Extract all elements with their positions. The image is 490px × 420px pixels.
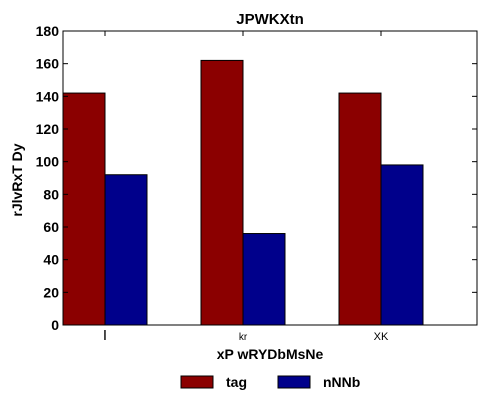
bars-layer	[62, 59, 424, 326]
y-tick-label: 20	[43, 284, 59, 300]
chart-title: JPWKXtn	[236, 11, 304, 28]
y-axis-title: rJlvRxT Dy	[9, 143, 25, 216]
legend-swatch-tag	[180, 375, 214, 389]
bar-nNNb-I	[104, 174, 148, 326]
bar-nNNb-XK	[380, 164, 424, 326]
y-tick-label: 100	[36, 154, 60, 170]
bar-tag-I	[62, 92, 106, 326]
legend: tag nNNb	[180, 374, 360, 390]
y-tick-label: 180	[36, 23, 60, 39]
x-axis-title: xP wRYDbMsNe	[217, 346, 324, 362]
bar-nNNb-kr	[242, 233, 286, 326]
y-tick-label: 60	[43, 219, 59, 235]
y-tick-label: 40	[43, 252, 59, 268]
legend-label-nNNb: nNNb	[323, 374, 360, 390]
y-tick-label: 0	[51, 317, 59, 333]
bar-tag-XK	[338, 92, 382, 326]
y-tick-label: 140	[36, 88, 60, 104]
x-tick-label: kr	[239, 332, 248, 343]
legend-swatch-nNNb	[277, 375, 311, 389]
y-tick-label: 80	[43, 186, 59, 202]
bar-tag-kr	[200, 59, 244, 326]
plot-frame	[62, 30, 478, 326]
x-tick-label: I	[103, 327, 107, 344]
y-tick-label: 160	[36, 56, 60, 72]
y-axis-ticks: 0 20 40 60 80 100 120 140 160 180	[36, 23, 477, 333]
y-tick-label: 120	[36, 121, 60, 137]
x-tick-label: XK	[374, 331, 389, 343]
legend-label-tag: tag	[226, 374, 247, 390]
